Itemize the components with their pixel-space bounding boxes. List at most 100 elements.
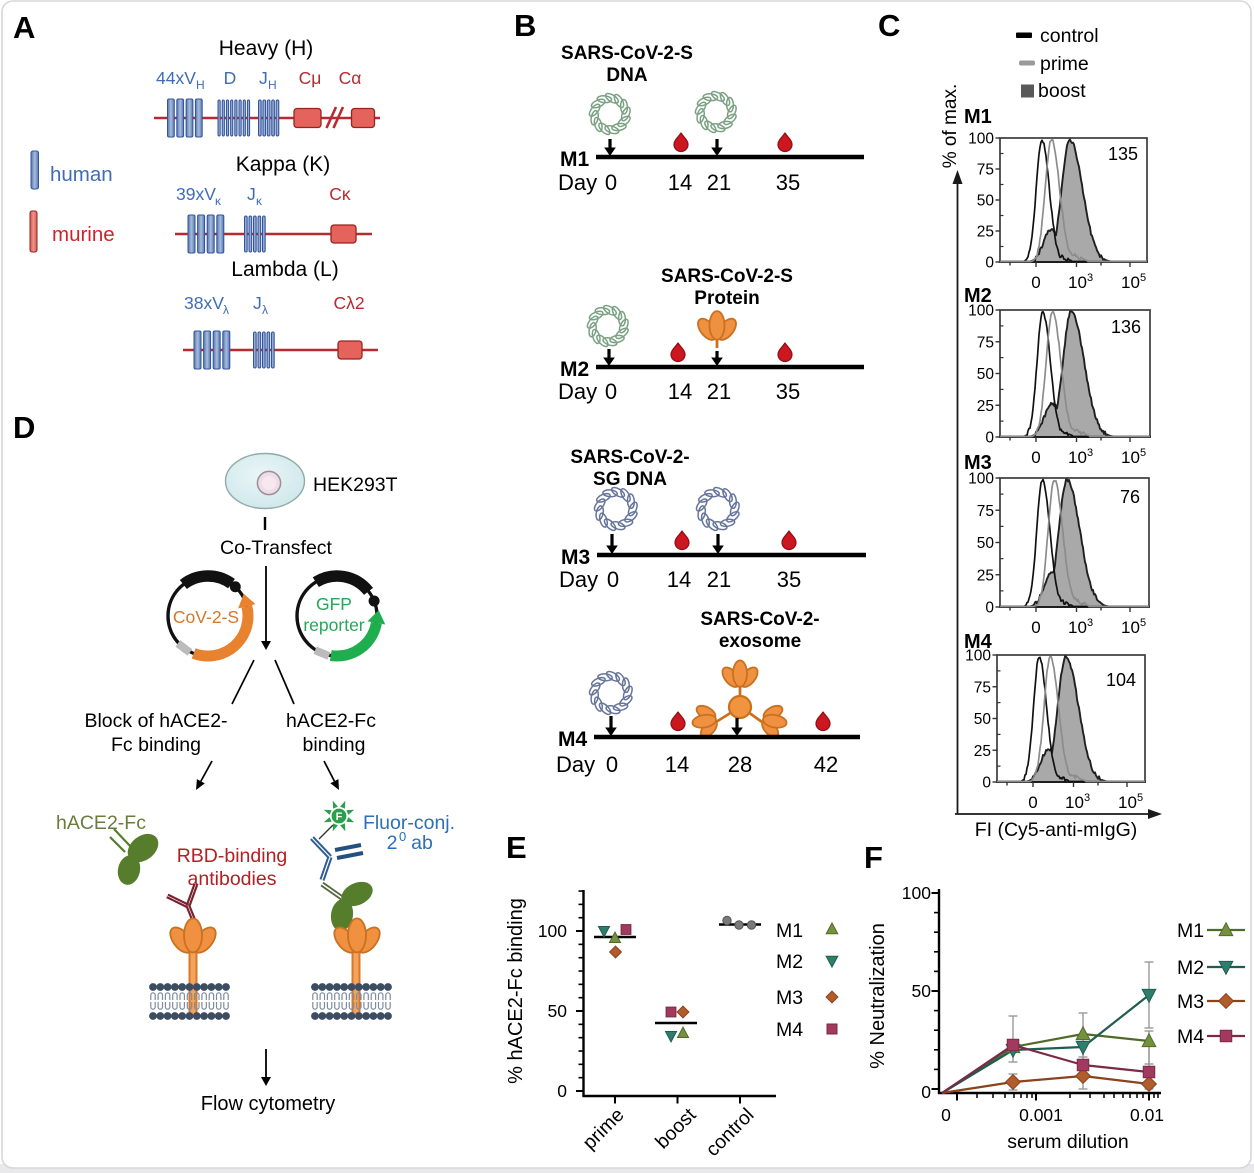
svg-text:% Neutralization: % Neutralization <box>867 923 889 1069</box>
svg-text:M1: M1 <box>1177 920 1204 942</box>
svg-text:SARS-CoV-2-S: SARS-CoV-2-S <box>661 266 793 287</box>
svg-text:Day: Day <box>558 379 597 404</box>
svg-text:GFP: GFP <box>316 594 352 614</box>
svg-text:Cλ2: Cλ2 <box>333 293 364 313</box>
svg-text:M1: M1 <box>560 148 589 171</box>
svg-text:10: 10 <box>1121 618 1140 637</box>
svg-text:M4: M4 <box>964 631 993 653</box>
svg-text:75: 75 <box>977 162 994 179</box>
svg-text:100: 100 <box>968 303 994 320</box>
svg-text:Day: Day <box>559 567 598 592</box>
svg-text:28: 28 <box>728 752 752 777</box>
svg-text:Fluor-conj.: Fluor-conj. <box>363 812 455 834</box>
svg-text:SARS-CoV-2-S: SARS-CoV-2-S <box>561 43 693 64</box>
svg-text:E: E <box>506 830 527 865</box>
svg-text:H: H <box>196 78 205 92</box>
svg-text:J: J <box>253 293 262 313</box>
svg-text:M2: M2 <box>560 358 589 381</box>
svg-text:21: 21 <box>707 170 731 195</box>
svg-text:Lambda (L): Lambda (L) <box>231 258 338 281</box>
svg-text:104: 104 <box>1106 670 1136 690</box>
svg-text:35: 35 <box>777 567 801 592</box>
svg-text:Cκ: Cκ <box>329 184 351 204</box>
svg-text:10: 10 <box>1068 448 1087 467</box>
svg-text:M4: M4 <box>776 1019 803 1041</box>
svg-text:ab: ab <box>411 832 433 854</box>
svg-text:prime: prime <box>1040 53 1089 75</box>
svg-text:SARS-CoV-2-: SARS-CoV-2- <box>570 447 689 468</box>
svg-text:Day: Day <box>558 170 597 195</box>
svg-text:M3: M3 <box>776 987 803 1009</box>
svg-text:binding: binding <box>303 734 366 756</box>
svg-text:B: B <box>514 8 536 43</box>
svg-text:10: 10 <box>1121 273 1140 292</box>
svg-text:35: 35 <box>776 379 800 404</box>
svg-text:murine: murine <box>52 223 115 246</box>
svg-text:135: 135 <box>1108 144 1138 164</box>
svg-text:0: 0 <box>1028 793 1037 812</box>
svg-text:J: J <box>247 184 256 204</box>
svg-text:0: 0 <box>605 170 617 195</box>
svg-text:κ: κ <box>215 194 222 208</box>
svg-text:Heavy (H): Heavy (H) <box>219 37 314 60</box>
svg-text:35: 35 <box>776 170 800 195</box>
svg-text:21: 21 <box>707 567 731 592</box>
svg-text:FI (Cy5-anti-mIgG): FI (Cy5-anti-mIgG) <box>975 819 1138 841</box>
svg-text:λ: λ <box>223 303 229 317</box>
svg-text:76: 76 <box>1120 487 1140 507</box>
svg-text:M4: M4 <box>1177 1026 1204 1048</box>
svg-text:M2: M2 <box>776 951 803 973</box>
svg-text:0: 0 <box>1031 618 1040 637</box>
svg-text:3: 3 <box>1087 272 1093 284</box>
svg-text:0.001: 0.001 <box>1019 1105 1063 1125</box>
svg-text:exosome: exosome <box>719 631 801 652</box>
svg-text:Fc binding: Fc binding <box>111 734 201 756</box>
svg-text:100: 100 <box>968 471 994 488</box>
svg-text:F: F <box>336 811 343 823</box>
svg-text:M3: M3 <box>1177 991 1204 1013</box>
svg-text:5: 5 <box>1140 447 1146 459</box>
svg-text:antibodies: antibodies <box>188 868 277 890</box>
svg-text:0: 0 <box>607 567 619 592</box>
svg-text:SARS-CoV-2-: SARS-CoV-2- <box>700 609 819 630</box>
svg-text:25: 25 <box>977 567 994 584</box>
svg-text:44xV: 44xV <box>156 68 196 88</box>
svg-text:50: 50 <box>548 1001 568 1021</box>
svg-text:D: D <box>224 68 237 88</box>
svg-text:5: 5 <box>1140 272 1146 284</box>
svg-text:0: 0 <box>557 1081 567 1101</box>
svg-text:serum dilution: serum dilution <box>1007 1131 1128 1153</box>
svg-text:10: 10 <box>1121 448 1140 467</box>
svg-text:Protein: Protein <box>694 288 759 309</box>
svg-text:0: 0 <box>605 379 617 404</box>
svg-text:HEK293T: HEK293T <box>313 474 398 496</box>
svg-text:3: 3 <box>1087 617 1093 629</box>
svg-text:M2: M2 <box>964 285 992 307</box>
svg-text:M3: M3 <box>561 546 590 569</box>
svg-text:CoV-2-S: CoV-2-S <box>173 607 239 627</box>
svg-text:5: 5 <box>1137 792 1143 804</box>
svg-text:boost: boost <box>1038 80 1086 102</box>
svg-text:0: 0 <box>1031 273 1040 292</box>
svg-text:Flow cytometry: Flow cytometry <box>201 1093 335 1115</box>
svg-text:hACE2-Fc: hACE2-Fc <box>56 812 146 834</box>
svg-text:Day: Day <box>556 752 595 777</box>
svg-text:reporter: reporter <box>303 615 364 635</box>
svg-text:14: 14 <box>665 752 689 777</box>
svg-text:M1: M1 <box>964 106 992 128</box>
svg-text:21: 21 <box>707 379 731 404</box>
svg-text:50: 50 <box>977 193 995 210</box>
svg-text:50: 50 <box>977 535 995 552</box>
svg-text:Kappa (K): Kappa (K) <box>236 153 331 176</box>
svg-text:100: 100 <box>538 921 567 941</box>
svg-text:SG DNA: SG DNA <box>593 469 667 490</box>
svg-text:0: 0 <box>399 829 406 844</box>
svg-text:0: 0 <box>985 430 994 447</box>
svg-text:Block of hACE2-: Block of hACE2- <box>84 710 227 732</box>
svg-text:DNA: DNA <box>606 65 647 86</box>
svg-text:14: 14 <box>668 379 692 404</box>
svg-text:100: 100 <box>902 883 931 903</box>
svg-text:3: 3 <box>1084 792 1090 804</box>
svg-text:3: 3 <box>1087 447 1093 459</box>
svg-text:50: 50 <box>977 366 995 383</box>
